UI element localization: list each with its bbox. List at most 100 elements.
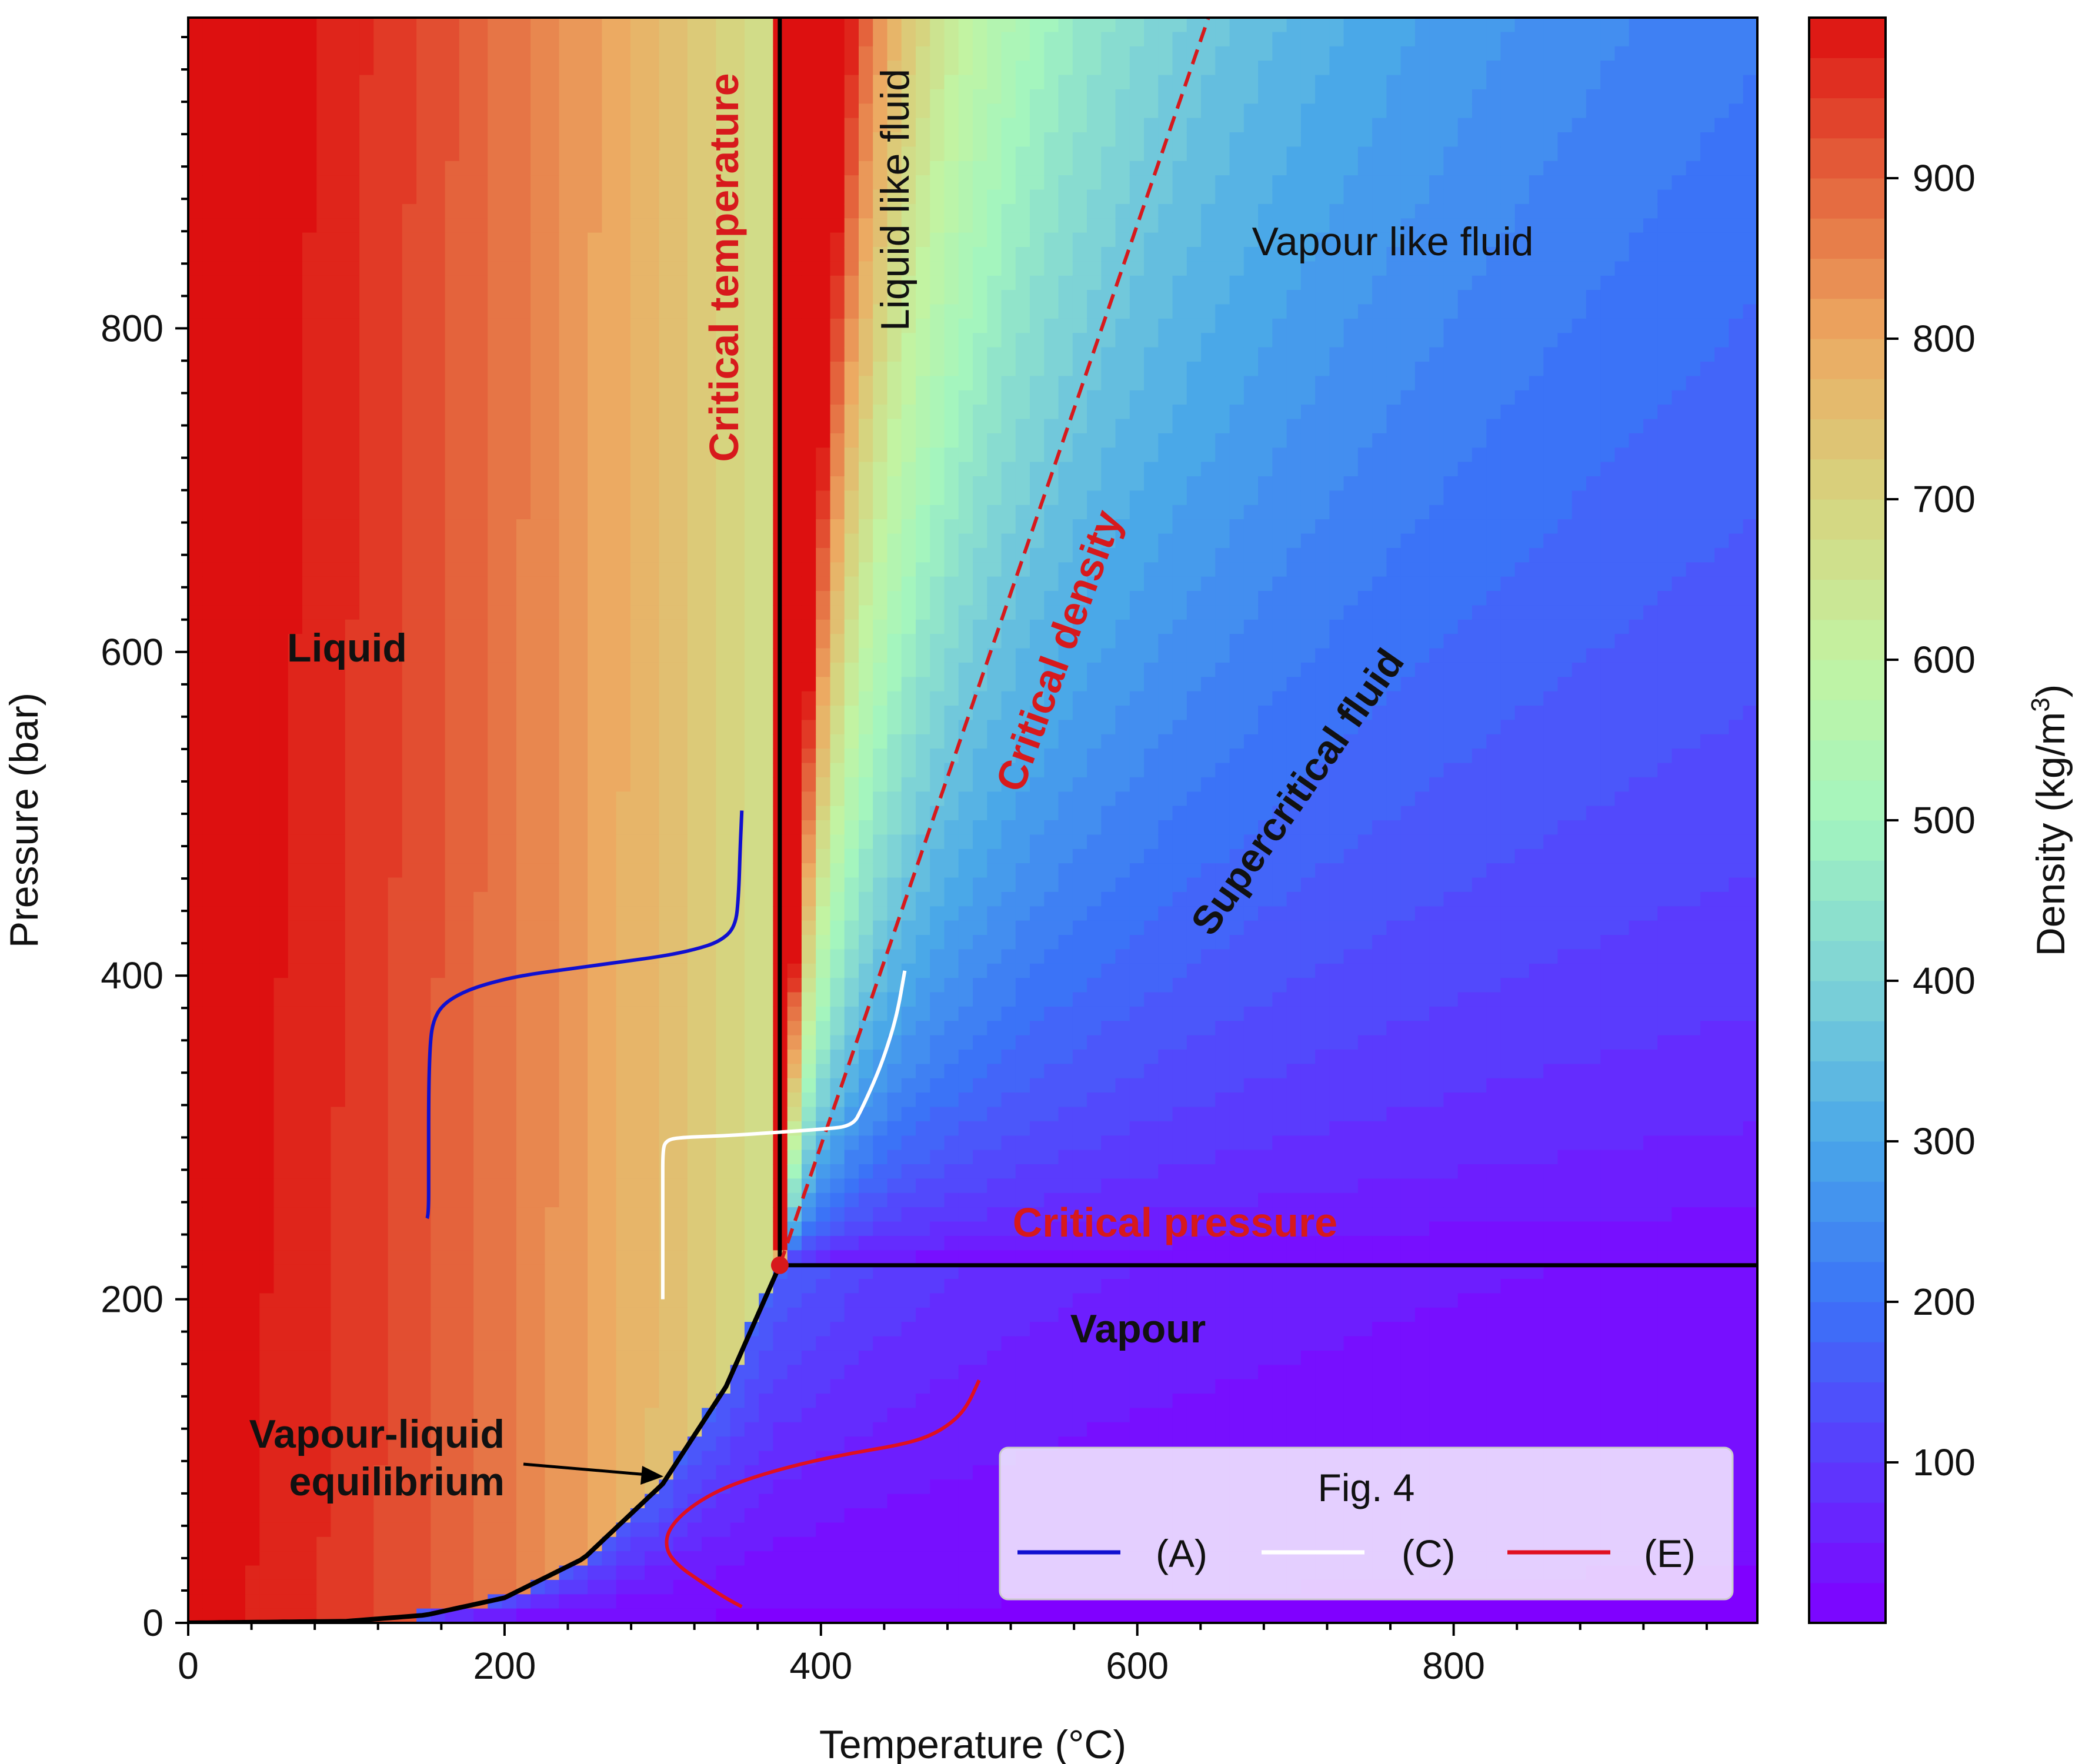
contour-cell xyxy=(359,1394,375,1409)
contour-cell xyxy=(216,1394,232,1409)
contour-cell xyxy=(530,1192,546,1208)
contour-cell xyxy=(459,1536,474,1552)
contour-cell xyxy=(202,963,218,978)
contour-cell xyxy=(787,706,802,721)
contour-cell xyxy=(659,318,674,334)
contour-cell xyxy=(588,362,603,377)
contour-cell xyxy=(545,1608,560,1623)
contour-cell xyxy=(573,906,588,921)
contour-cell xyxy=(545,505,560,520)
contour-cell xyxy=(288,1465,303,1481)
contour-cell xyxy=(202,1365,218,1380)
contour-cell xyxy=(259,734,275,749)
contour-cell xyxy=(744,1235,759,1251)
contour-cell xyxy=(459,1451,474,1466)
contour-cell xyxy=(759,1107,774,1122)
contour-cell xyxy=(302,906,318,921)
contour-cell xyxy=(787,963,802,978)
contour-cell xyxy=(373,1522,389,1538)
contour-cell xyxy=(630,1192,645,1208)
contour-cell xyxy=(331,963,346,978)
contour-cell xyxy=(231,89,246,105)
contour-cell xyxy=(816,634,831,649)
contour-cell xyxy=(445,318,460,334)
contour-cell xyxy=(373,820,389,836)
contour-cell xyxy=(716,75,731,90)
contour-cell xyxy=(388,1207,403,1222)
contour-cell xyxy=(602,1436,617,1452)
contour-cell xyxy=(801,118,816,133)
contour-cell xyxy=(245,476,261,492)
contour-cell xyxy=(359,1035,375,1050)
contour-cell xyxy=(530,1107,546,1122)
contour-cell xyxy=(188,834,203,850)
contour-cell xyxy=(687,490,702,506)
contour-cell xyxy=(630,562,645,577)
contour-cell xyxy=(288,706,303,721)
contour-cell xyxy=(673,677,688,692)
contour-cell xyxy=(516,662,531,678)
contour-cell xyxy=(816,89,831,105)
contour-cell xyxy=(488,1565,503,1581)
contour-cell xyxy=(431,1035,446,1050)
contour-cell xyxy=(759,218,774,233)
contour-cell xyxy=(288,1078,303,1093)
contour-cell xyxy=(588,318,603,334)
contour-cell xyxy=(545,806,560,821)
contour-cell xyxy=(445,1394,460,1409)
contour-cell xyxy=(273,1594,289,1609)
contour-cell xyxy=(202,1050,218,1065)
contour-cell xyxy=(816,691,831,706)
contour-cell xyxy=(801,1006,816,1022)
contour-cell xyxy=(273,175,289,191)
contour-cell xyxy=(202,1422,218,1437)
contour-cell xyxy=(702,1093,717,1108)
contour-cell xyxy=(302,1508,318,1524)
contour-cell xyxy=(373,691,389,706)
contour-cell xyxy=(488,1164,503,1180)
contour-cell xyxy=(402,218,417,233)
contour-cell xyxy=(645,978,660,993)
contour-cell xyxy=(259,791,275,807)
contour-cell xyxy=(245,1436,261,1452)
contour-cell xyxy=(245,1207,261,1222)
contour-cell xyxy=(659,1565,674,1581)
contour-cell xyxy=(787,189,802,205)
contour-cell xyxy=(616,75,631,90)
contour-cell xyxy=(702,1035,717,1050)
contour-cell xyxy=(388,1422,403,1437)
contour-cell xyxy=(459,89,474,105)
contour-cell xyxy=(216,390,232,405)
contour-cell xyxy=(573,203,588,219)
contour-cell xyxy=(259,706,275,721)
contour-cell xyxy=(730,1536,745,1552)
contour-cell xyxy=(473,734,489,749)
contour-cell xyxy=(402,1408,417,1423)
contour-cell xyxy=(687,749,702,764)
contour-cell xyxy=(216,691,232,706)
contour-cell xyxy=(473,949,489,964)
contour-cell xyxy=(445,1579,460,1595)
contour-cell xyxy=(259,1293,275,1308)
contour-cell xyxy=(216,203,232,219)
contour-cell xyxy=(645,261,660,276)
contour-cell xyxy=(388,1107,403,1122)
contour-cell xyxy=(245,1494,261,1509)
contour-cell xyxy=(302,662,318,678)
contour-cell xyxy=(388,18,403,33)
contour-cell xyxy=(302,505,318,520)
contour-cell xyxy=(673,848,688,864)
contour-cell xyxy=(373,963,389,978)
contour-cell xyxy=(687,1350,702,1366)
contour-cell xyxy=(373,118,389,133)
contour-cell xyxy=(288,203,303,219)
contour-cell xyxy=(231,75,246,90)
contour-cell xyxy=(801,218,816,233)
contour-cell xyxy=(759,232,774,248)
contour-cell xyxy=(787,505,802,520)
contour-cell xyxy=(787,447,802,463)
contour-cell xyxy=(345,1408,360,1423)
contour-cell xyxy=(459,61,474,76)
contour-cell xyxy=(502,749,517,764)
contour-cell xyxy=(787,562,802,577)
